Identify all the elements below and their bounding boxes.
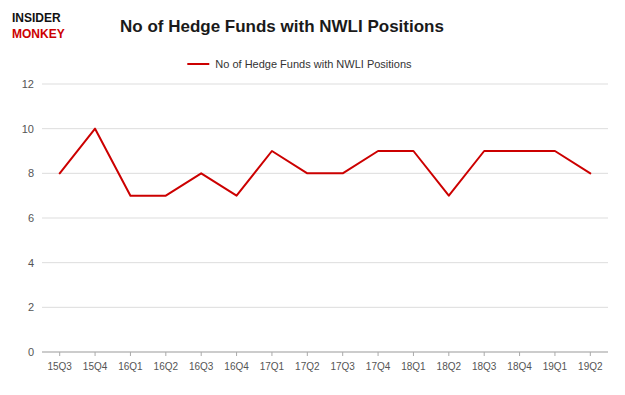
x-tick xyxy=(95,352,96,356)
y-tick-label: 6 xyxy=(28,212,34,224)
legend-swatch xyxy=(187,63,209,65)
x-tick-label: 16Q3 xyxy=(189,361,214,372)
x-tick xyxy=(342,352,343,356)
x-tick-label: 16Q2 xyxy=(154,361,179,372)
grid-line xyxy=(42,307,608,308)
y-tick-label: 8 xyxy=(28,167,34,179)
chart-title: No of Hedge Funds with NWLI Positions xyxy=(120,17,444,36)
grid-line xyxy=(42,352,608,353)
x-tick-label: 16Q4 xyxy=(224,361,249,372)
grid xyxy=(42,84,608,352)
x-tick xyxy=(236,352,237,356)
x-tick-label: 18Q1 xyxy=(401,361,426,372)
x-tick xyxy=(590,352,591,356)
chart-container: INSIDER MONKEY No of Hedge Funds with NWLI… xyxy=(0,0,625,395)
x-tick-label: 15Q4 xyxy=(83,361,108,372)
grid-line xyxy=(42,84,608,85)
x-tick-label: 19Q1 xyxy=(543,361,568,372)
x-tick-label: 18Q2 xyxy=(437,361,462,372)
legend: No of Hedge Funds with NWLI Positions xyxy=(187,58,412,70)
x-tick xyxy=(413,352,414,356)
grid-line xyxy=(42,218,608,219)
logo-text: INSIDER xyxy=(12,11,61,25)
y-tick-label: 4 xyxy=(28,257,34,269)
x-tick-label: 19Q2 xyxy=(578,361,603,372)
y-tick-label: 0 xyxy=(28,346,34,358)
x-tick xyxy=(448,352,449,356)
x-tick-label: 16Q1 xyxy=(118,361,143,372)
x-tick xyxy=(59,352,60,356)
x-tick-label: 18Q4 xyxy=(507,361,532,372)
x-tick xyxy=(378,352,379,356)
x-tick xyxy=(201,352,202,356)
legend-label: No of Hedge Funds with NWLI Positions xyxy=(215,58,412,70)
x-tick xyxy=(165,352,166,356)
series-group xyxy=(60,129,591,196)
x-axis-line xyxy=(42,352,608,353)
y-tick-label: 2 xyxy=(28,301,34,313)
grid-line xyxy=(42,262,608,263)
x-tick xyxy=(519,352,520,356)
x-tick-label: 17Q1 xyxy=(260,361,285,372)
x-tick-label: 17Q2 xyxy=(295,361,320,372)
x-tick xyxy=(554,352,555,356)
x-tick-label: 17Q3 xyxy=(330,361,355,372)
y-tick-label: 10 xyxy=(22,123,34,135)
x-tick xyxy=(271,352,272,356)
y-tick-label: 12 xyxy=(22,78,34,90)
x-tick xyxy=(130,352,131,356)
x-tick xyxy=(307,352,308,356)
logo-text: MONKEY xyxy=(12,27,65,41)
x-tick-label: 17Q4 xyxy=(366,361,391,372)
x-tick-label: 15Q3 xyxy=(47,361,72,372)
x-tick-label: 18Q3 xyxy=(472,361,497,372)
x-tick xyxy=(484,352,485,356)
chart-svg: INSIDER MONKEY No of Hedge Funds with NWLI… xyxy=(0,0,625,395)
grid-line xyxy=(42,128,608,129)
series-line xyxy=(60,129,591,196)
